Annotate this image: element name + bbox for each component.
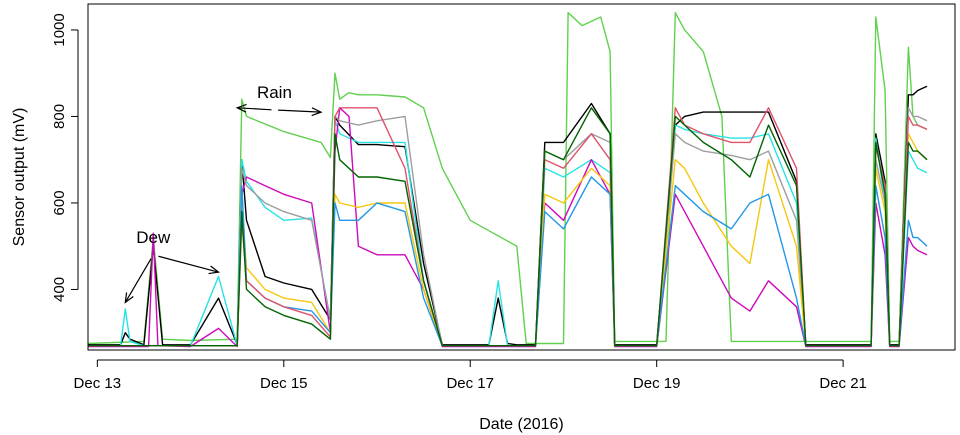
x-tick-label: Dec 15: [260, 375, 308, 392]
axes-layer: Dec 13 Dec 15 Dec 17 Dec 19 Dec 21 400 600 800 1…: [51, 13, 867, 392]
annotation-arrow: [237, 107, 272, 111]
series-line-3: [88, 120, 928, 347]
series-line-2: [88, 85, 928, 346]
x-tick-label: Dec 17: [446, 375, 494, 392]
series-line-1: [87, 11, 928, 345]
series-layer: [87, 11, 928, 348]
annotation-arrowhead: [235, 103, 247, 113]
x-tick-label: Dec 21: [819, 375, 867, 392]
annotation-arrow: [124, 258, 152, 303]
x-axis-title: Date (2016): [479, 416, 564, 433]
plot-frame: [87, 3, 956, 351]
series-line-5: [88, 107, 928, 347]
series-line-6: [88, 133, 928, 347]
annotation-arrow: [278, 109, 322, 113]
series-line-8: [88, 107, 928, 347]
annotations-layer: Dew Rain: [124, 83, 323, 304]
x-tick-label: Dec 13: [74, 375, 122, 392]
annotation-label: Rain: [257, 83, 292, 102]
annotation-label: Dew: [136, 228, 171, 247]
annotation-arrowhead: [124, 292, 134, 304]
annotation-arrowhead: [208, 265, 221, 275]
annotation-arrow: [158, 255, 219, 273]
y-axis-title: Sensor output (mV): [11, 108, 28, 247]
series-line-9: [88, 107, 928, 347]
y-tick-label: 800: [51, 104, 68, 129]
series-line-4: [88, 107, 928, 348]
x-tick-label: Dec 19: [633, 375, 681, 392]
y-tick-label: 1000: [51, 13, 68, 46]
annotation-arrowhead: [311, 107, 323, 117]
y-tick-label: 400: [51, 277, 68, 302]
y-tick-label: 600: [51, 190, 68, 215]
